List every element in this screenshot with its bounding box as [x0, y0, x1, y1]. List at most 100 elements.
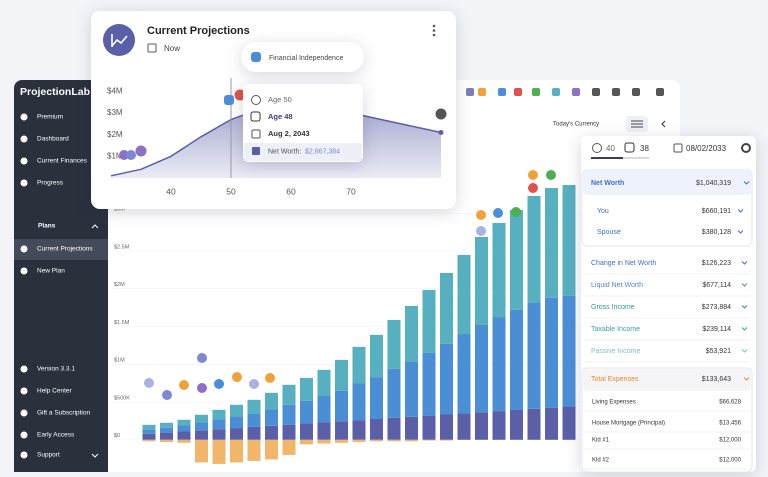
icon[interactable] — [612, 88, 620, 96]
event-icon[interactable] — [435, 108, 447, 120]
event-icon[interactable] — [234, 89, 246, 101]
bar-segment — [177, 425, 191, 432]
menu-dot[interactable] — [432, 24, 436, 28]
row-label[interactable]: Spouse — [597, 229, 621, 236]
nav-icon — [20, 157, 28, 165]
slider-fill[interactable] — [591, 157, 623, 159]
y-tick-label: $3M — [114, 207, 125, 213]
event-icon[interactable] — [476, 210, 486, 220]
collapse-button[interactable] — [661, 120, 666, 128]
bar-segment — [335, 421, 348, 440]
event-icon[interactable] — [126, 150, 136, 160]
expand-chevron[interactable] — [741, 261, 748, 265]
row-label[interactable]: Liquid Net Worth — [591, 282, 643, 289]
nav-item[interactable]: Premium — [37, 114, 63, 121]
age-icon — [624, 142, 635, 153]
row-label[interactable]: Kid #1 — [592, 438, 610, 444]
event-icon[interactable] — [232, 372, 242, 382]
nav-item[interactable]: Support — [37, 452, 60, 459]
currency-select[interactable]: Today's Currency — [553, 122, 599, 128]
row-label[interactable]: Gross Income — [591, 304, 635, 311]
event-icon[interactable] — [493, 208, 503, 218]
event-icon[interactable] — [162, 390, 172, 400]
event-icon[interactable] — [265, 373, 275, 383]
row-label[interactable]: Net Worth — [591, 180, 624, 187]
row-label[interactable]: Kid #2 — [592, 458, 610, 464]
bar-segment — [160, 439, 173, 443]
icon[interactable] — [632, 88, 640, 96]
bar-segment — [195, 430, 208, 440]
nav-item[interactable]: Version 3.3.1 — [37, 366, 75, 373]
row-label[interactable]: House Mortgage (Principal) — [592, 421, 665, 427]
expand-chevron[interactable] — [743, 181, 750, 185]
event-icon[interactable] — [476, 226, 486, 236]
row-value: $12,000 — [719, 438, 741, 444]
x-tick-label: 70 — [346, 186, 356, 196]
nav-item[interactable]: Help Center — [37, 388, 73, 395]
expand-chevron[interactable] — [741, 305, 748, 309]
menu-dot[interactable] — [432, 33, 436, 37]
row-label[interactable]: Change in Net Worth — [591, 260, 656, 267]
plans-heading[interactable]: Plans — [38, 223, 56, 230]
event-icon[interactable] — [135, 145, 147, 157]
tooltip-value: $2,867,384 — [305, 148, 340, 155]
event-icon[interactable] — [214, 379, 224, 389]
row-label[interactable]: Total Expenses — [591, 376, 639, 383]
fi-pill[interactable] — [241, 42, 364, 72]
date[interactable]: 08/02/2033 — [686, 144, 727, 153]
row-label[interactable]: Taxable Income — [591, 326, 640, 333]
icon[interactable] — [592, 88, 600, 96]
expand-chevron[interactable] — [741, 349, 748, 353]
tooltip-age: Age 50 — [268, 95, 292, 104]
event-icon[interactable] — [528, 170, 538, 180]
event-icon[interactable] — [197, 353, 207, 363]
nav-item[interactable]: Progress — [37, 180, 64, 187]
row-label[interactable]: Living Expenses — [592, 400, 636, 406]
bar-segment — [527, 408, 541, 440]
nav-item[interactable]: New Plan — [37, 268, 65, 275]
chevron[interactable] — [91, 224, 99, 229]
row-label[interactable]: You — [597, 208, 609, 215]
expand-chevron[interactable] — [743, 377, 750, 381]
event-icon[interactable] — [528, 183, 538, 193]
filter-icon — [631, 120, 643, 128]
row-label[interactable]: Passive Income — [591, 348, 641, 355]
bar-segment — [527, 302, 541, 409]
settings-button[interactable] — [741, 143, 751, 153]
expand-chevron[interactable] — [741, 327, 748, 331]
brand[interactable]: ProjectionLab — [20, 86, 90, 98]
nav-item[interactable]: Dashboard — [37, 136, 69, 143]
event-icon[interactable] — [179, 380, 189, 390]
expand-chevron[interactable] — [737, 209, 744, 213]
nav-item[interactable]: Current Projections — [37, 246, 93, 253]
bar-segment — [562, 406, 576, 440]
y-tick-label: $4M — [107, 86, 123, 95]
nav-item[interactable]: Gift a Subscription — [37, 410, 90, 417]
chevron[interactable] — [91, 453, 99, 458]
nav-item[interactable]: Early Access — [37, 432, 75, 439]
plan-icon — [103, 24, 135, 56]
event-icon[interactable] — [119, 150, 129, 160]
bar-segment — [282, 424, 296, 440]
bar-segment — [440, 414, 453, 440]
event-icon[interactable] — [144, 378, 154, 388]
menu-dot[interactable] — [432, 29, 436, 32]
nav-item[interactable]: Current Finances — [37, 158, 88, 165]
icon[interactable] — [656, 88, 664, 96]
row-value: $12,000 — [719, 458, 741, 464]
icon — [478, 88, 486, 96]
icon — [572, 88, 580, 96]
event-icon[interactable] — [511, 207, 521, 217]
event-icon[interactable] — [249, 379, 259, 389]
fi-label: Financial Independence — [269, 55, 343, 62]
toolbar-icons — [466, 88, 664, 96]
event-icon[interactable] — [546, 170, 556, 180]
bar-segment — [370, 439, 383, 442]
bar-segment — [317, 439, 331, 444]
bar-segment — [510, 309, 523, 410]
y-tick-label: $1M — [107, 151, 123, 160]
event-icon[interactable] — [197, 383, 207, 393]
expand-chevron[interactable] — [737, 230, 744, 234]
fi-marker-icon[interactable] — [224, 95, 234, 105]
expand-chevron[interactable] — [741, 283, 748, 287]
